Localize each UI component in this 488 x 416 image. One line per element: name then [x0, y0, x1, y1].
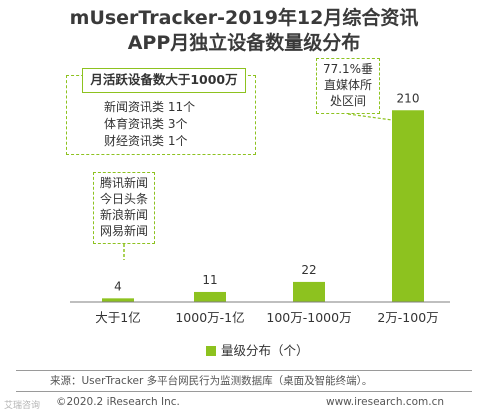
bar — [102, 298, 134, 302]
annotation-app-name: 腾讯新闻 — [99, 176, 148, 190]
footer-copyright: ©2020.2 iResearch Inc. — [56, 396, 180, 408]
annotation-top-line: 体育资讯类 3个 — [104, 117, 188, 131]
annotation-right-line: 直媒体所 — [323, 78, 372, 92]
bar — [194, 291, 226, 302]
annotation-right-line: 77.1%垂 — [322, 62, 374, 76]
annotation-apps-box — [93, 172, 155, 244]
annotation-app-name: 今日头条 — [99, 192, 148, 206]
footer-website: www.iresearch.com.cn — [326, 396, 445, 408]
x-tick-label: 100万-1000万 — [266, 310, 351, 325]
data-label: 11 — [202, 273, 217, 287]
watermark-text: 艾瑞咨询 — [4, 401, 41, 411]
annotation-connector — [347, 113, 393, 121]
bar — [392, 110, 424, 303]
footer-divider — [16, 391, 472, 392]
data-label: 210 — [397, 91, 420, 105]
bar — [293, 281, 325, 302]
x-tick-label: 大于1亿 — [95, 310, 140, 325]
annotation-app-name: 新浪新闻 — [99, 208, 148, 222]
annotation-top-header: 月活跃设备数大于1000万 — [82, 68, 246, 93]
x-tick-label: 1000万-1亿 — [175, 310, 244, 325]
legend-label: 量级分布（个） — [221, 343, 309, 358]
annotation-right-box — [316, 58, 380, 114]
annotation-app-name: 网易新闻 — [99, 224, 148, 238]
data-label: 4 — [114, 279, 122, 293]
data-label: 22 — [301, 263, 316, 277]
x-tick-label: 2万-100万 — [377, 310, 438, 325]
annotation-top-line: 新闻资讯类 11个 — [104, 100, 196, 114]
chart-title-line1: mUserTracker-2019年12月综合资讯 — [69, 7, 419, 29]
annotation-top-line: 财经资讯类 1个 — [104, 134, 188, 148]
footer-source: 来源：UserTracker 多平台网民行为监测数据库（桌面及智能终端）。 — [50, 375, 373, 387]
footer-divider — [16, 370, 472, 371]
annotation-right-line: 处区间 — [329, 94, 366, 108]
chart-title-line2: APP月独立设备数量级分布 — [127, 32, 361, 54]
legend-swatch — [206, 346, 216, 356]
